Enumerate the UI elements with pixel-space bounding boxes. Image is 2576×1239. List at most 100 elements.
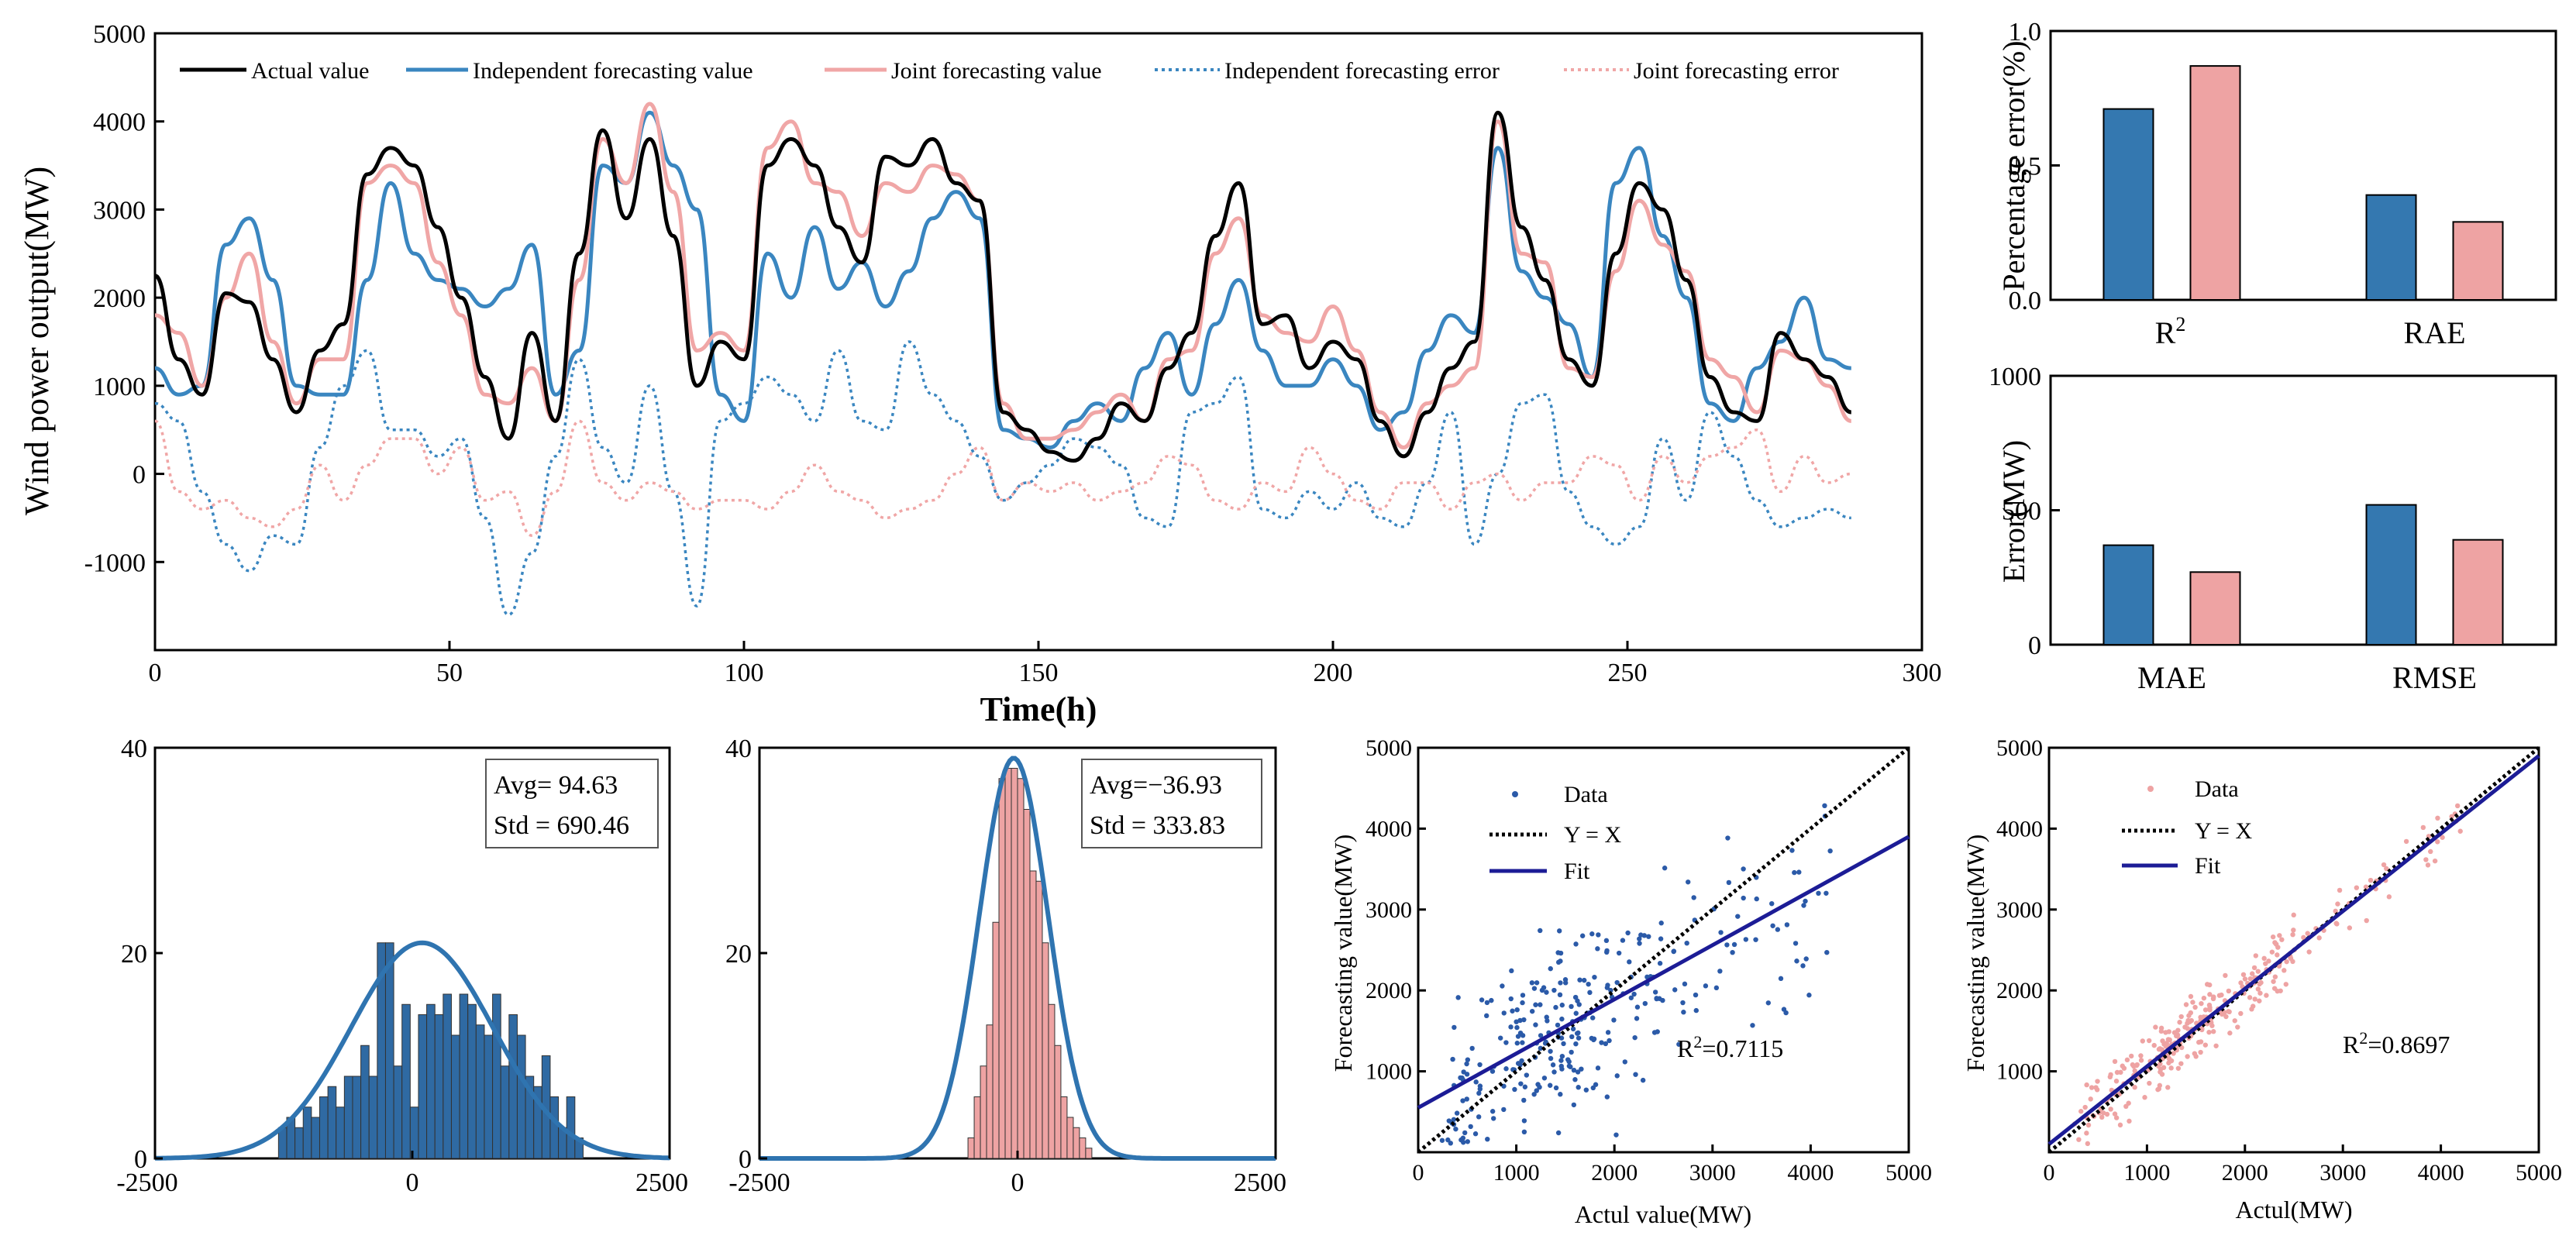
- scatter-point: [2403, 838, 2409, 845]
- fit-line: [1417, 835, 1910, 1110]
- scatter-point: [2257, 990, 2263, 996]
- scatter-point: [1583, 1087, 1589, 1093]
- hist-bar: [549, 1096, 560, 1159]
- scatter-point: [1562, 977, 1569, 983]
- scatter-point: [2155, 1086, 2161, 1093]
- scatter-point: [1640, 1077, 1646, 1083]
- scatter-point: [2364, 917, 2369, 924]
- y-tick-label: 1000: [1365, 1059, 1412, 1085]
- scatter-independent: 0 1000 2000 3000 4000 5000 1000 2000 3000 4000 500…: [1329, 735, 1932, 1228]
- scatter2-y-label: Forecasting value(MW): [1961, 835, 1989, 1072]
- scatter2-legend-marker-data: [2147, 786, 2154, 792]
- x-category-label: R2: [2155, 313, 2186, 350]
- scatter-joint: 0 1000 2000 3000 4000 5000 1000 2000 3000 4000 500…: [1961, 735, 2562, 1224]
- scatter-point: [2272, 940, 2278, 945]
- scatter2-r2-label: R2=0.8697: [2343, 1028, 2450, 1058]
- scatter1-legend-yx: Y = X: [1564, 822, 1621, 848]
- hist-bar: [368, 1076, 378, 1159]
- hist-bar: [302, 1106, 312, 1159]
- scatter-point: [1726, 879, 1732, 886]
- scatter-point: [1439, 1137, 1445, 1143]
- scatter-point: [1559, 1016, 1565, 1022]
- scatter2-x-label: Actul(MW): [2235, 1196, 2352, 1224]
- scatter-point: [1634, 1004, 1641, 1010]
- scatter-point: [1547, 1082, 1553, 1088]
- scatter-point: [2226, 1009, 2232, 1015]
- scatter-point: [2178, 1014, 2184, 1020]
- scatter-point: [2142, 1095, 2147, 1100]
- scatter2-frame: [2047, 746, 2540, 1154]
- scatter-point: [2238, 980, 2244, 986]
- x-tick-label: 5000: [2516, 1160, 2562, 1186]
- bar-R²-independent: [2102, 108, 2154, 301]
- scatter-point: [2249, 971, 2255, 976]
- scatter-point: [1460, 1135, 1466, 1141]
- scatter-point: [2182, 1024, 2188, 1030]
- scatter-point: [1555, 1130, 1562, 1136]
- y-tick-label: 500: [2002, 497, 2041, 526]
- scatter-point: [1476, 1090, 1482, 1096]
- y-tick-label: 20: [121, 940, 147, 969]
- scatter-point: [2257, 998, 2262, 1003]
- main-legend: Actual value Independent forecasting val…: [180, 58, 1839, 84]
- scatter-point: [1646, 934, 1651, 939]
- scatter-point: [1529, 980, 1535, 986]
- scatter-point: [1824, 949, 1830, 955]
- scatter-point: [1452, 1024, 1457, 1031]
- hist1-stats-box: [485, 759, 659, 848]
- scatter-point: [2177, 1020, 2182, 1025]
- hist-bar: [986, 1024, 994, 1159]
- scatter-point: [2078, 1109, 2084, 1114]
- scatter-point: [2204, 982, 2210, 987]
- scatter-point: [2158, 1028, 2164, 1034]
- scatter-point: [2084, 1082, 2089, 1088]
- scatter-point: [2192, 1004, 2198, 1010]
- scatter-point: [2253, 953, 2259, 959]
- scatter-point: [2159, 1072, 2165, 1077]
- scatter-point: [2457, 828, 2463, 834]
- scatter-point: [1521, 1097, 1527, 1103]
- scatter-point: [2301, 934, 2306, 941]
- scatter-point: [2187, 1019, 2192, 1024]
- scatter-point: [2157, 1046, 2163, 1051]
- scatter-point: [2085, 1122, 2092, 1128]
- y-tick-label: 0: [133, 461, 146, 490]
- scatter2-ticks: 0 1000 2000 3000 4000 5000 1000 2000 3000 4000 500…: [1996, 735, 2562, 1186]
- scatter-point: [1521, 1129, 1527, 1135]
- scatter-point: [2076, 1137, 2082, 1142]
- scatter-point: [1625, 930, 1631, 936]
- hist-bar: [450, 1034, 460, 1159]
- scatter-point: [1589, 931, 1595, 937]
- scatter-point: [1503, 1040, 1509, 1045]
- scatter-point: [1605, 1030, 1611, 1035]
- hist-bar: [327, 1086, 337, 1159]
- scatter-point: [2220, 1011, 2225, 1017]
- bar-bottom-y-label: Error(MW): [1996, 440, 2031, 583]
- scatter-point: [1613, 1132, 1619, 1137]
- scatter-point: [2108, 1106, 2113, 1112]
- scatter-point: [1548, 965, 1553, 972]
- scatter-point: [2185, 1054, 2190, 1059]
- scatter-point: [2113, 1079, 2120, 1084]
- scatter-point: [1559, 1053, 1565, 1059]
- scatter-point: [2129, 1053, 2134, 1059]
- scatter-point: [2201, 995, 2207, 1001]
- scatter-point: [1538, 1033, 1544, 1038]
- x-tick-label: 2000: [2222, 1160, 2268, 1186]
- scatter1-legend-fit: Fit: [1564, 859, 1590, 884]
- scatter-point: [2164, 1041, 2170, 1046]
- x-tick-label: 1000: [1493, 1160, 1540, 1186]
- main-plot-frame: [153, 32, 1923, 652]
- scatter-point: [2269, 949, 2275, 955]
- scatter-point: [2435, 815, 2440, 821]
- scatter-point: [2171, 1051, 2176, 1056]
- bar-chart-r2-rae: R2 RAE 0.0 0.5 1.0 Percentage error(%): [1996, 18, 2557, 350]
- scatter2-r2-value: 0.8697: [2381, 1031, 2450, 1058]
- scatter-point: [2334, 921, 2340, 927]
- bar-top-bars: [2102, 65, 2504, 301]
- y-tick-label: 0: [2028, 632, 2041, 660]
- scatter-point: [2251, 1003, 2256, 1009]
- scatter-point: [1571, 1067, 1577, 1073]
